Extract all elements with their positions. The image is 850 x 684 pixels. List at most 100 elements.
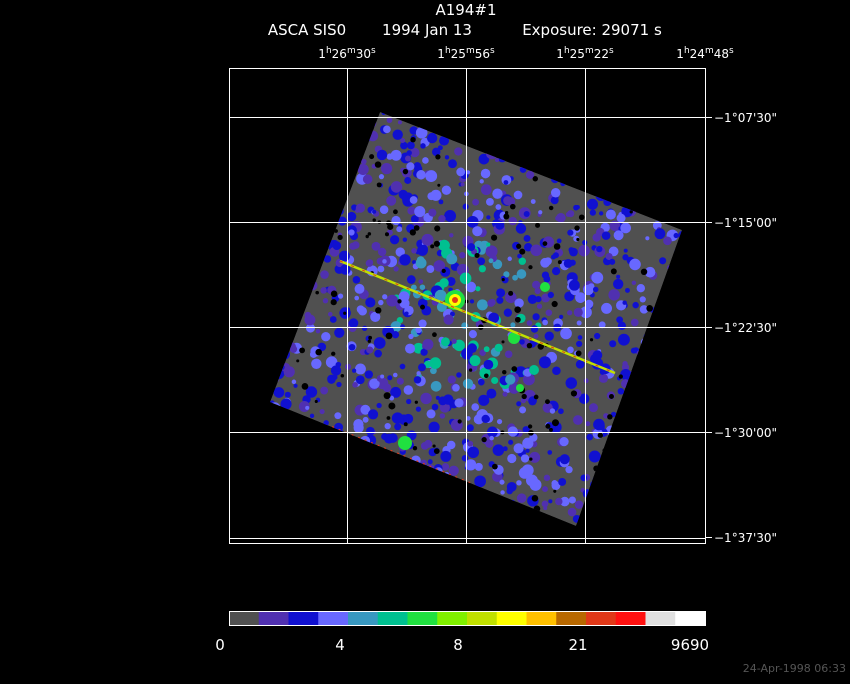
image-pixel <box>446 253 458 265</box>
image-pixel <box>528 424 533 429</box>
image-pixel <box>513 443 524 454</box>
image-pixel <box>397 299 402 304</box>
image-pixel <box>386 117 393 124</box>
image-pixel <box>399 254 411 266</box>
image-pixel <box>588 450 601 463</box>
image-pixel <box>503 308 513 317</box>
image-pixel <box>492 259 503 270</box>
image-pixel <box>547 450 553 455</box>
ra-value: 1 <box>318 47 326 61</box>
image-pixel <box>376 257 384 265</box>
image-pixel <box>387 223 394 230</box>
image-pixel <box>400 138 406 143</box>
image-pixel <box>383 125 391 134</box>
colorbar-label: 4 <box>335 636 345 654</box>
image-pixel <box>472 226 483 237</box>
image-pixel <box>439 413 446 419</box>
image-pixel <box>503 271 510 278</box>
image-pixel <box>485 245 498 258</box>
image-pixel <box>357 163 369 176</box>
image-pixel <box>410 284 417 291</box>
image-pixel <box>444 210 457 222</box>
image-pixel <box>395 247 405 257</box>
image-pixel <box>576 237 580 242</box>
image-pixel <box>476 299 488 311</box>
image-pixel <box>467 343 477 353</box>
image-pixel <box>492 188 503 199</box>
image-pixel <box>331 351 336 356</box>
image-pixel <box>548 427 553 432</box>
streak <box>339 260 616 374</box>
image-pixel <box>487 426 498 438</box>
image-pixel <box>459 272 472 285</box>
image-pixel <box>535 295 542 303</box>
image-pixel <box>284 391 291 398</box>
image-pixel <box>526 342 533 349</box>
image-pixel <box>460 182 465 187</box>
image-pixel <box>496 288 506 298</box>
image-pixel <box>420 392 432 405</box>
image-pixel <box>545 423 551 429</box>
image-pixel <box>567 507 577 517</box>
image-pixel <box>337 216 347 226</box>
image-pixel <box>520 454 530 463</box>
image-pixel <box>418 319 427 328</box>
colorbar-segment <box>437 612 468 625</box>
image-pixel <box>511 366 518 372</box>
image-pixel <box>416 371 421 376</box>
image-pixel <box>616 274 621 279</box>
image-pixel <box>379 205 389 214</box>
image-pixel <box>481 437 487 443</box>
colorbar-frame <box>229 611 706 626</box>
image-pixel <box>550 196 559 205</box>
image-pixel <box>477 257 486 266</box>
image-pixel <box>434 289 447 302</box>
image-pixel <box>367 232 372 236</box>
image-pixel <box>610 268 617 275</box>
image-pixel <box>391 215 401 226</box>
image-pixel <box>583 284 594 296</box>
image-pixel <box>559 496 570 507</box>
image-pixel <box>543 275 551 283</box>
colorbar-segment <box>586 612 617 625</box>
image-pixel <box>479 349 486 356</box>
image-pixel <box>424 439 433 448</box>
image-pixel <box>588 403 598 413</box>
image-pixel <box>543 506 548 511</box>
image-pixel <box>377 247 387 257</box>
image-pixel <box>419 284 426 290</box>
image-pixel <box>547 291 554 299</box>
colorbar-segment <box>526 612 557 625</box>
image-pixel <box>586 198 598 210</box>
image-pixel <box>352 276 361 284</box>
dec-label: −1°22'30" <box>714 321 777 335</box>
image-pixel <box>420 348 428 356</box>
image-pixel <box>388 402 396 410</box>
image-pixel <box>382 294 388 300</box>
image-pixel <box>449 311 455 317</box>
image-pixel <box>337 293 344 299</box>
image-pixel <box>519 248 526 255</box>
ra-unit: s <box>371 46 376 56</box>
image-pixel <box>530 244 543 257</box>
image-pixel <box>508 216 517 226</box>
image-pixel <box>639 296 646 303</box>
image-pixel <box>423 360 432 369</box>
ra-value: 25 <box>570 47 585 61</box>
image-pixel <box>558 408 564 415</box>
image-pixel <box>466 170 471 175</box>
image-pixel <box>568 279 580 291</box>
image-pixel <box>330 365 342 376</box>
image-pixel <box>517 366 522 371</box>
image-pixel <box>443 314 454 325</box>
image-pixel <box>362 416 369 423</box>
image-pixel <box>416 170 426 180</box>
ra-unit: h <box>564 46 570 56</box>
image-pixel <box>644 266 656 278</box>
image-pixel <box>376 402 382 409</box>
image-pixel <box>510 322 516 328</box>
image-pixel <box>399 363 406 370</box>
image-pixel <box>592 350 603 361</box>
image-pixel <box>461 322 469 330</box>
image-pixel <box>411 248 417 254</box>
